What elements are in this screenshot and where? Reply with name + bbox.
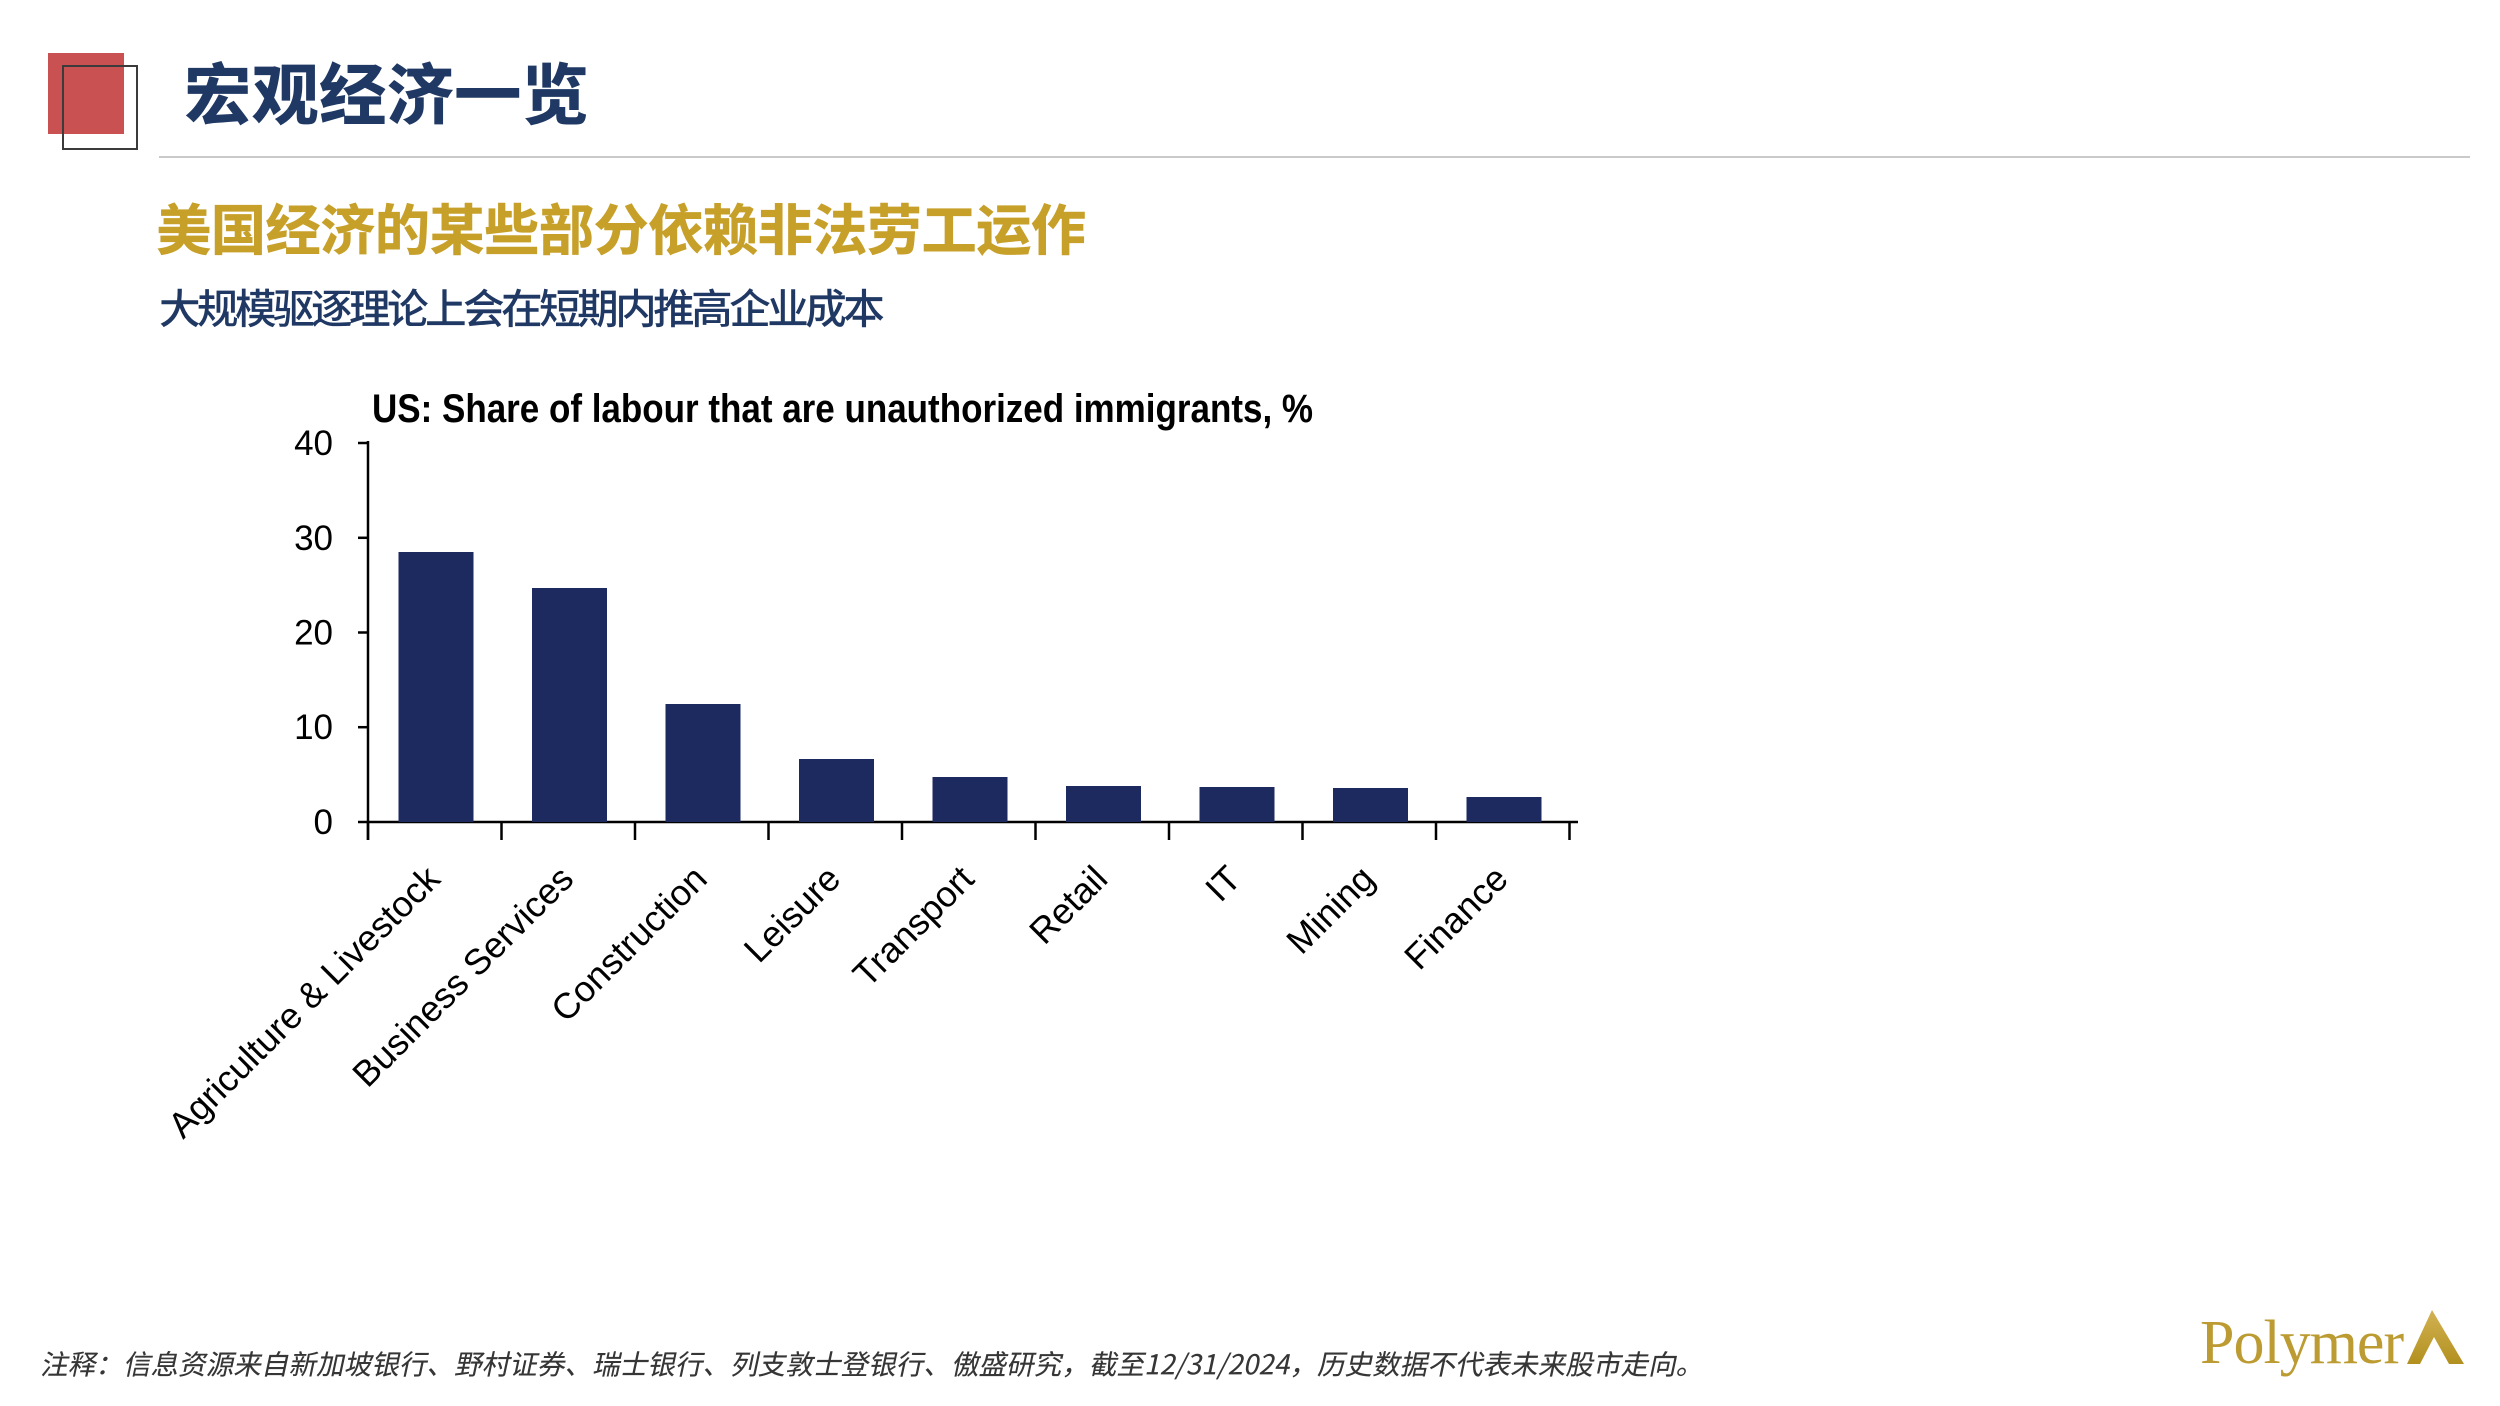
- svg-text:Transport: Transport: [845, 858, 982, 995]
- svg-text:US: Share of labour that are u: US: Share of labour that are unauthorize…: [372, 387, 1313, 431]
- svg-text:Mining: Mining: [1278, 858, 1382, 962]
- svg-text:20: 20: [294, 614, 333, 653]
- svg-text:Business Services: Business Services: [344, 858, 581, 1095]
- svg-text:10: 10: [294, 708, 333, 747]
- svg-text:Leisure: Leisure: [736, 858, 848, 970]
- svg-text:Agriculture & Livestock: Agriculture & Livestock: [160, 857, 449, 1146]
- svg-text:40: 40: [294, 424, 333, 463]
- svg-text:Retail: Retail: [1021, 858, 1115, 952]
- svg-text:0: 0: [314, 803, 333, 842]
- svg-text:Finance: Finance: [1396, 858, 1516, 978]
- svg-text:30: 30: [294, 519, 333, 558]
- svg-text:IT: IT: [1197, 858, 1249, 910]
